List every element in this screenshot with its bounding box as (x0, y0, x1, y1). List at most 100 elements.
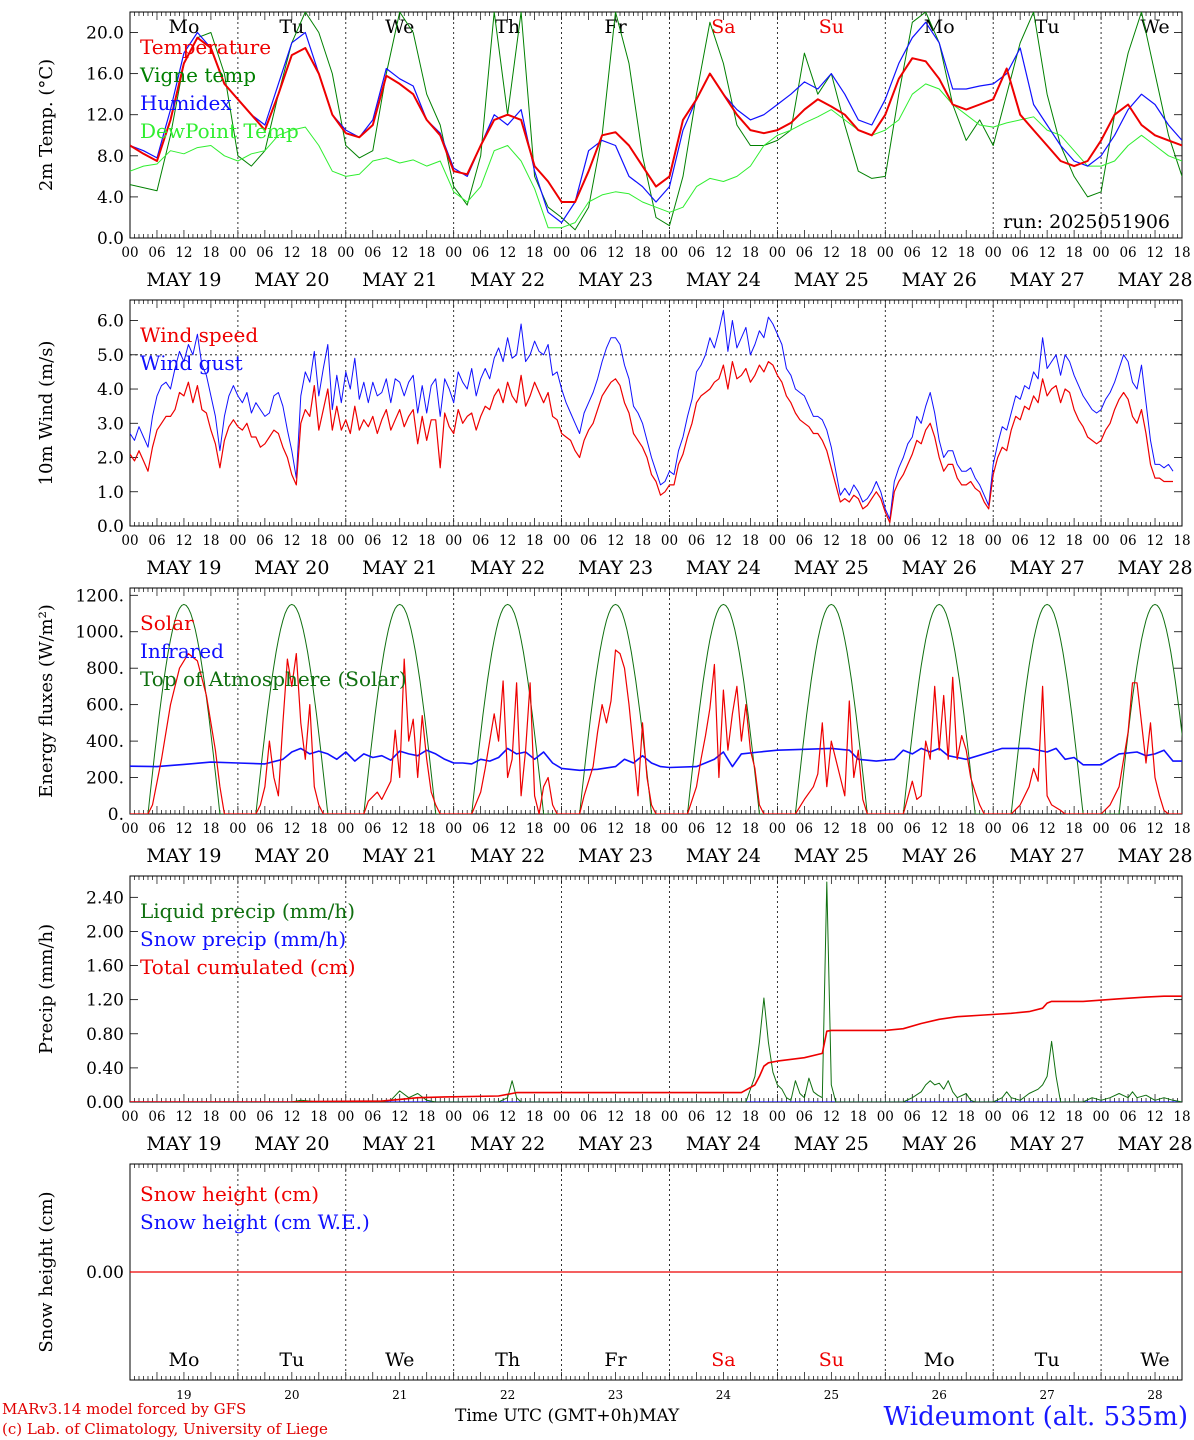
hour-tick-label: 12 (1146, 533, 1163, 549)
hour-tick-label: 06 (472, 821, 489, 837)
y-tick-label: 16.0 (86, 65, 124, 85)
legend-entry: DewPoint Temp (140, 119, 299, 143)
hour-tick-label: 18 (850, 1109, 867, 1125)
hour-tick-label: 06 (364, 533, 381, 549)
legend-entry: Wind gust (140, 351, 243, 375)
legend-entry: Solar (140, 611, 194, 635)
date-label: MAY 27 (1010, 1133, 1085, 1155)
hour-tick-label: 18 (1066, 1109, 1083, 1125)
date-label: MAY 27 (1010, 845, 1085, 867)
hour-tick-label: 06 (796, 533, 813, 549)
day-name-label: Sa (711, 1349, 735, 1371)
hour-tick-label: 12 (823, 533, 840, 549)
hour-tick-label: 12 (715, 821, 732, 837)
hour-tick-label: 12 (1146, 245, 1163, 261)
run-label: run: 2025051906 (1003, 211, 1170, 233)
hour-tick-label: 06 (580, 1109, 597, 1125)
hour-tick-label: 06 (1119, 821, 1136, 837)
hour-tick-label: 00 (877, 533, 894, 549)
series-total-cumulated-cm (130, 995, 1182, 1102)
hour-tick-label: 00 (661, 821, 678, 837)
hour-tick-label: 12 (1146, 821, 1163, 837)
hour-tick-label: 12 (607, 533, 624, 549)
day-name-label: Tu (279, 1349, 304, 1371)
hour-tick-label: 00 (229, 821, 246, 837)
y-tick-label: 1.0 (97, 483, 124, 503)
day-number-label: 20 (284, 1388, 299, 1402)
hour-tick-label: 18 (634, 245, 651, 261)
date-label: MAY 24 (686, 557, 761, 579)
date-label: MAY 21 (362, 1133, 437, 1155)
panel-precip: 0.00 0.40 0.80 1.20 1.60 2.00 2.40 Precip (mm/h… (36, 875, 1193, 1155)
hour-tick-label: 00 (877, 1109, 894, 1125)
hour-tick-label: 00 (1092, 245, 1109, 261)
y-tick-label: 200. (86, 769, 124, 789)
hour-tick-label: 12 (715, 533, 732, 549)
y-tick-label: 400. (86, 732, 124, 752)
hour-tick-label: 06 (796, 821, 813, 837)
date-label: MAY 23 (578, 269, 653, 291)
y-tick-label: 0.80 (86, 1025, 124, 1045)
hour-tick-label: 00 (769, 245, 786, 261)
date-label: MAY 26 (902, 269, 977, 291)
hour-tick-label: 12 (175, 533, 192, 549)
hour-tick-label: 12 (175, 245, 192, 261)
y-tick-label: 0.00 (86, 1093, 124, 1113)
hour-tick-label: 18 (634, 533, 651, 549)
hour-tick-label: 00 (877, 245, 894, 261)
legend-entry: Snow height (cm) (140, 1182, 319, 1206)
date-label: MAY 26 (902, 1133, 977, 1155)
day-name-label: Mo (168, 16, 199, 38)
hour-tick-label: 06 (256, 1109, 273, 1125)
hour-tick-label: 00 (769, 1109, 786, 1125)
hour-tick-label: 12 (715, 245, 732, 261)
hour-tick-label: 18 (202, 821, 219, 837)
hour-tick-label: 00 (121, 1109, 138, 1125)
y-tick-label: 2.00 (86, 922, 124, 942)
hour-tick-label: 12 (499, 245, 516, 261)
legend-entry: Total cumulated (cm) (140, 955, 356, 979)
hour-tick-label: 06 (580, 533, 597, 549)
date-label: MAY 24 (686, 269, 761, 291)
hour-tick-label: 00 (445, 1109, 462, 1125)
series-temperature (130, 36, 1182, 203)
hour-tick-label: 00 (337, 533, 354, 549)
date-label: MAY 20 (254, 845, 329, 867)
hour-tick-label: 12 (931, 245, 948, 261)
date-label: MAY 21 (362, 845, 437, 867)
hour-tick-label: 12 (1039, 821, 1056, 837)
hour-tick-label: 12 (823, 1109, 840, 1125)
hour-tick-label: 18 (634, 821, 651, 837)
date-label: MAY 26 (902, 845, 977, 867)
hour-tick-label: 18 (958, 533, 975, 549)
hour-tick-label: 18 (310, 821, 327, 837)
y-tick-label: 0.0 (97, 517, 124, 537)
hour-tick-label: 18 (202, 245, 219, 261)
hour-tick-label: 06 (580, 245, 597, 261)
hour-tick-label: 12 (283, 245, 300, 261)
hour-tick-label: 00 (337, 245, 354, 261)
date-label: MAY 24 (686, 1133, 761, 1155)
hour-tick-label: 18 (1173, 1109, 1190, 1125)
hour-tick-label: 00 (445, 245, 462, 261)
y-tick-label: 0. (108, 805, 124, 825)
series-solar (130, 649, 1182, 814)
hour-tick-label: 12 (607, 1109, 624, 1125)
hour-tick-label: 12 (1039, 245, 1056, 261)
hour-tick-label: 18 (1173, 821, 1190, 837)
hour-tick-label: 00 (877, 821, 894, 837)
hour-tick-label: 00 (985, 245, 1002, 261)
y-tick-label: 0.00 (86, 1263, 124, 1283)
hour-tick-label: 18 (526, 245, 543, 261)
hour-tick-label: 06 (1012, 533, 1029, 549)
hour-tick-label: 18 (526, 821, 543, 837)
day-name-label: Sa (711, 16, 735, 38)
day-name-label: Th (495, 16, 520, 38)
credit-line-1: MARv3.14 model forced by GFS (2, 1400, 247, 1418)
day-number-label: 28 (1147, 1388, 1162, 1402)
day-name-label: We (385, 16, 414, 38)
hour-tick-label: 06 (796, 245, 813, 261)
hour-tick-label: 18 (1066, 821, 1083, 837)
y-axis-label: Precip (mm/h) (36, 924, 57, 1054)
